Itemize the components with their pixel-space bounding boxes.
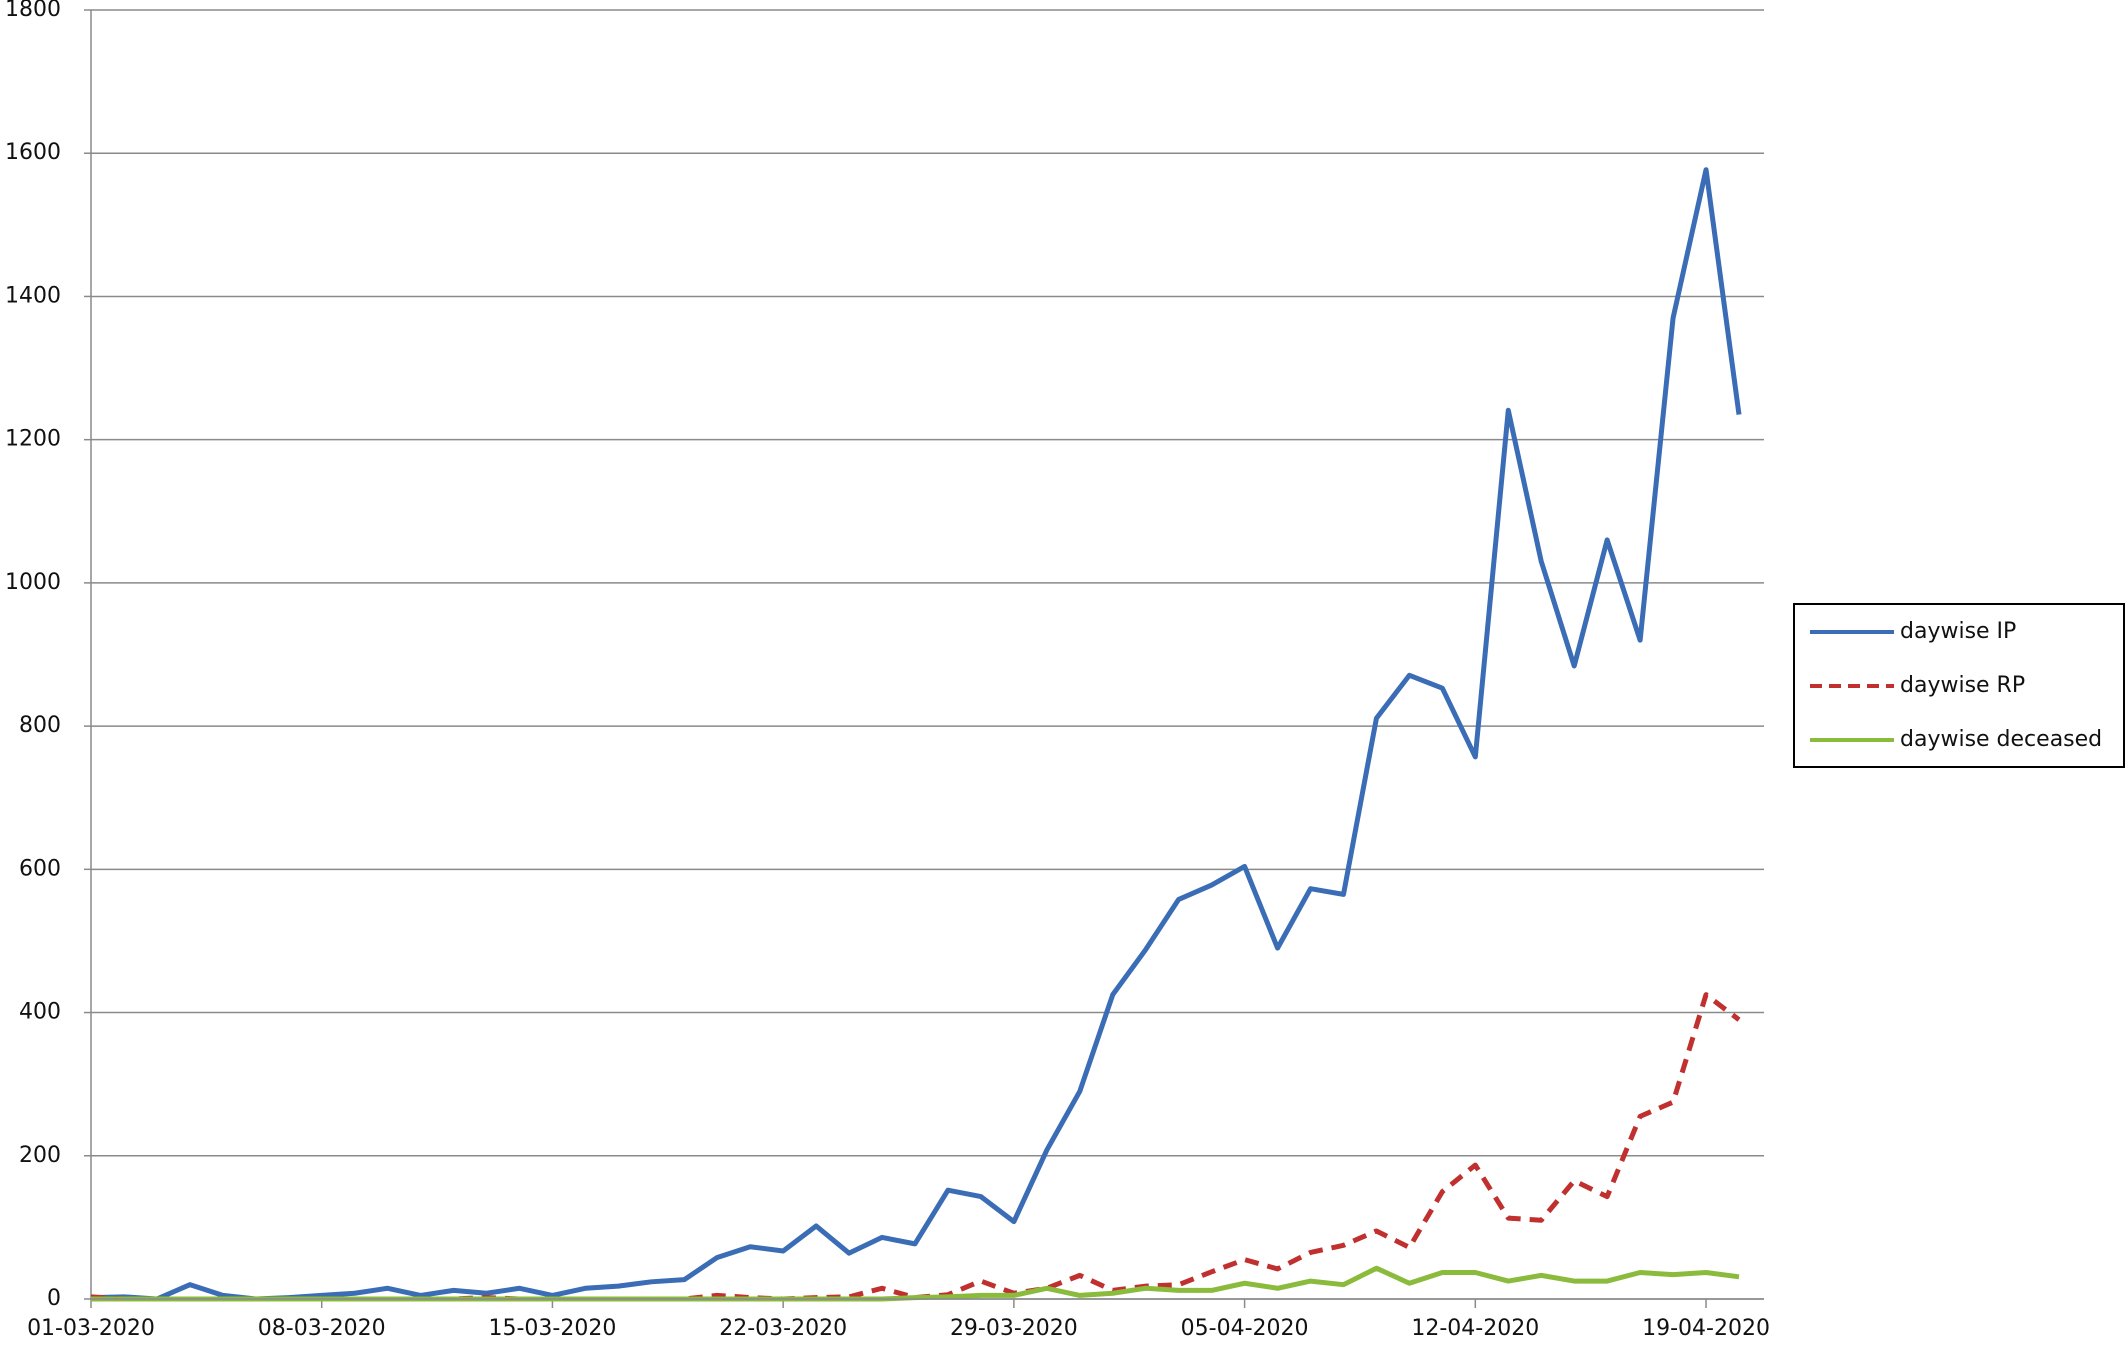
- y-tick-label: 1200: [5, 427, 61, 452]
- x-tick-label: 12-04-2020: [1411, 1316, 1539, 1341]
- legend-label: daywise RP: [1900, 673, 2025, 698]
- x-tick-label: 22-03-2020: [719, 1316, 847, 1341]
- legend-label: daywise deceased: [1900, 727, 2102, 752]
- x-tick-label: 01-03-2020: [27, 1316, 155, 1341]
- x-tick-label: 05-04-2020: [1181, 1316, 1309, 1341]
- y-tick-label: 200: [19, 1143, 61, 1168]
- x-tick-label: 08-03-2020: [258, 1316, 386, 1341]
- y-tick-label: 600: [19, 856, 61, 881]
- legend-label: daywise IP: [1900, 619, 2016, 644]
- x-tick-label: 15-03-2020: [489, 1316, 617, 1341]
- x-tick-label: 19-04-2020: [1642, 1316, 1770, 1341]
- y-tick-label: 1800: [5, 0, 61, 22]
- y-tick-label: 1600: [5, 140, 61, 165]
- y-tick-label: 1000: [5, 570, 61, 595]
- y-tick-label: 1400: [5, 283, 61, 308]
- y-tick-label: 800: [19, 713, 61, 738]
- y-tick-label: 400: [19, 1000, 61, 1025]
- series-line: [90, 167, 1742, 1302]
- y-tick-label: 0: [47, 1286, 61, 1311]
- legend: daywise IP daywise RP daywise deceased: [1793, 603, 2125, 768]
- x-tick-label: 29-03-2020: [950, 1316, 1078, 1341]
- series-line: [90, 992, 1741, 1302]
